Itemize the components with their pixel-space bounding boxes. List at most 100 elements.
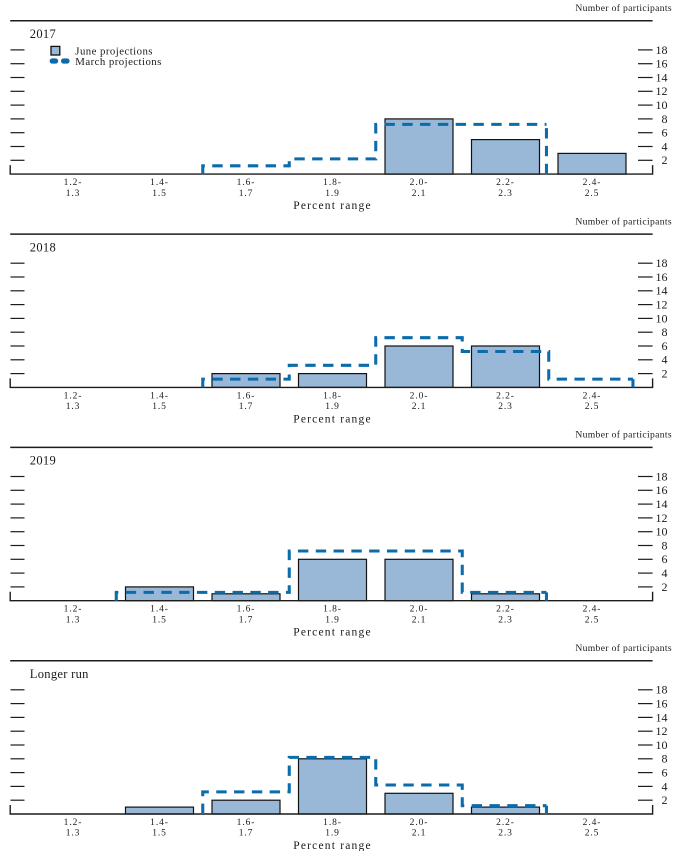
svg-text:2.5: 2.5 — [585, 615, 600, 625]
svg-text:2.2-: 2.2- — [496, 391, 515, 401]
svg-text:2.1: 2.1 — [412, 829, 427, 839]
svg-text:1.5: 1.5 — [152, 615, 167, 625]
svg-text:1.8-: 1.8- — [323, 178, 342, 188]
svg-text:1.8-: 1.8- — [323, 818, 342, 828]
svg-text:1.5: 1.5 — [152, 189, 167, 199]
svg-text:2017: 2017 — [30, 27, 56, 41]
svg-text:Percent range: Percent range — [293, 200, 372, 212]
svg-text:14: 14 — [656, 497, 668, 511]
svg-text:18: 18 — [656, 469, 668, 483]
svg-text:6: 6 — [662, 339, 668, 353]
svg-text:2.4-: 2.4- — [583, 818, 602, 828]
svg-text:8: 8 — [662, 752, 668, 766]
svg-text:2: 2 — [662, 793, 668, 807]
svg-text:1.3: 1.3 — [66, 829, 81, 839]
svg-text:2019: 2019 — [30, 454, 56, 468]
svg-text:1.3: 1.3 — [66, 615, 81, 625]
svg-text:1.6-: 1.6- — [237, 605, 256, 615]
svg-text:1.7: 1.7 — [239, 829, 254, 839]
svg-text:18: 18 — [656, 256, 668, 270]
svg-text:14: 14 — [656, 70, 668, 84]
svg-text:6: 6 — [662, 766, 668, 780]
svg-text:18: 18 — [656, 683, 668, 697]
svg-text:2.2-: 2.2- — [496, 605, 515, 615]
svg-text:1.9: 1.9 — [325, 615, 340, 625]
svg-text:1.6-: 1.6- — [237, 818, 256, 828]
svg-text:1.9: 1.9 — [325, 829, 340, 839]
svg-text:2.3: 2.3 — [498, 189, 513, 199]
svg-text:1.2-: 1.2- — [64, 818, 83, 828]
svg-text:Percent range: Percent range — [293, 840, 372, 851]
svg-text:2.3: 2.3 — [498, 615, 513, 625]
svg-text:1.5: 1.5 — [152, 829, 167, 839]
svg-text:6: 6 — [662, 126, 668, 140]
svg-text:10: 10 — [656, 311, 668, 325]
svg-text:June projections: June projections — [75, 45, 153, 57]
svg-text:1.5: 1.5 — [152, 402, 167, 412]
svg-text:2.5: 2.5 — [585, 402, 600, 412]
svg-text:10: 10 — [656, 525, 668, 539]
svg-text:Percent range: Percent range — [293, 627, 372, 639]
svg-text:2.2-: 2.2- — [496, 818, 515, 828]
svg-text:1.2-: 1.2- — [64, 178, 83, 188]
svg-text:1.4-: 1.4- — [150, 391, 169, 401]
svg-text:1.6-: 1.6- — [237, 178, 256, 188]
svg-text:2018: 2018 — [30, 240, 56, 254]
svg-text:2.0-: 2.0- — [410, 391, 429, 401]
svg-text:1.8-: 1.8- — [323, 605, 342, 615]
svg-text:10: 10 — [656, 98, 668, 112]
svg-text:1.7: 1.7 — [239, 402, 254, 412]
svg-text:2.4-: 2.4- — [583, 391, 602, 401]
svg-text:2.2-: 2.2- — [496, 178, 515, 188]
svg-text:18: 18 — [656, 43, 668, 57]
svg-text:14: 14 — [656, 284, 668, 298]
svg-text:1.7: 1.7 — [239, 615, 254, 625]
svg-text:Number of participants: Number of participants — [575, 643, 672, 654]
svg-text:1.6-: 1.6- — [237, 391, 256, 401]
svg-text:12: 12 — [656, 724, 668, 738]
svg-text:2.0-: 2.0- — [410, 605, 429, 615]
svg-text:12: 12 — [656, 298, 668, 312]
svg-text:1.4-: 1.4- — [150, 605, 169, 615]
svg-text:16: 16 — [656, 697, 668, 711]
svg-text:1.4-: 1.4- — [150, 178, 169, 188]
svg-text:1.8-: 1.8- — [323, 391, 342, 401]
svg-text:2.3: 2.3 — [498, 829, 513, 839]
svg-text:16: 16 — [656, 483, 668, 497]
svg-text:1.3: 1.3 — [66, 189, 81, 199]
svg-text:12: 12 — [656, 84, 668, 98]
svg-text:2: 2 — [662, 153, 668, 167]
svg-text:2.5: 2.5 — [585, 829, 600, 839]
svg-text:1.2-: 1.2- — [64, 605, 83, 615]
svg-text:8: 8 — [662, 325, 668, 339]
svg-text:14: 14 — [656, 710, 668, 724]
svg-text:16: 16 — [656, 270, 668, 284]
svg-text:1.7: 1.7 — [239, 189, 254, 199]
svg-text:1.4-: 1.4- — [150, 818, 169, 828]
svg-text:Longer run: Longer run — [30, 667, 89, 681]
svg-text:4: 4 — [662, 779, 668, 793]
svg-text:16: 16 — [656, 57, 668, 71]
svg-text:2.5: 2.5 — [585, 189, 600, 199]
svg-text:2.4-: 2.4- — [583, 178, 602, 188]
svg-text:4: 4 — [662, 353, 668, 367]
svg-text:2.3: 2.3 — [498, 402, 513, 412]
svg-text:Number of participants: Number of participants — [575, 3, 672, 14]
svg-text:1.9: 1.9 — [325, 402, 340, 412]
svg-text:1.2-: 1.2- — [64, 391, 83, 401]
svg-text:Number of participants: Number of participants — [575, 430, 672, 441]
svg-text:2: 2 — [662, 367, 668, 381]
svg-text:Percent range: Percent range — [293, 413, 372, 425]
svg-text:2.1: 2.1 — [412, 615, 427, 625]
svg-text:Number of participants: Number of participants — [575, 216, 672, 227]
svg-text:2: 2 — [662, 580, 668, 594]
svg-text:6: 6 — [662, 552, 668, 566]
svg-text:8: 8 — [662, 112, 668, 126]
svg-text:2.0-: 2.0- — [410, 818, 429, 828]
svg-text:2.1: 2.1 — [412, 402, 427, 412]
svg-text:4: 4 — [662, 566, 668, 580]
svg-text:March projections: March projections — [75, 56, 162, 68]
svg-text:1.3: 1.3 — [66, 402, 81, 412]
svg-text:4: 4 — [662, 139, 668, 153]
svg-text:1.9: 1.9 — [325, 189, 340, 199]
